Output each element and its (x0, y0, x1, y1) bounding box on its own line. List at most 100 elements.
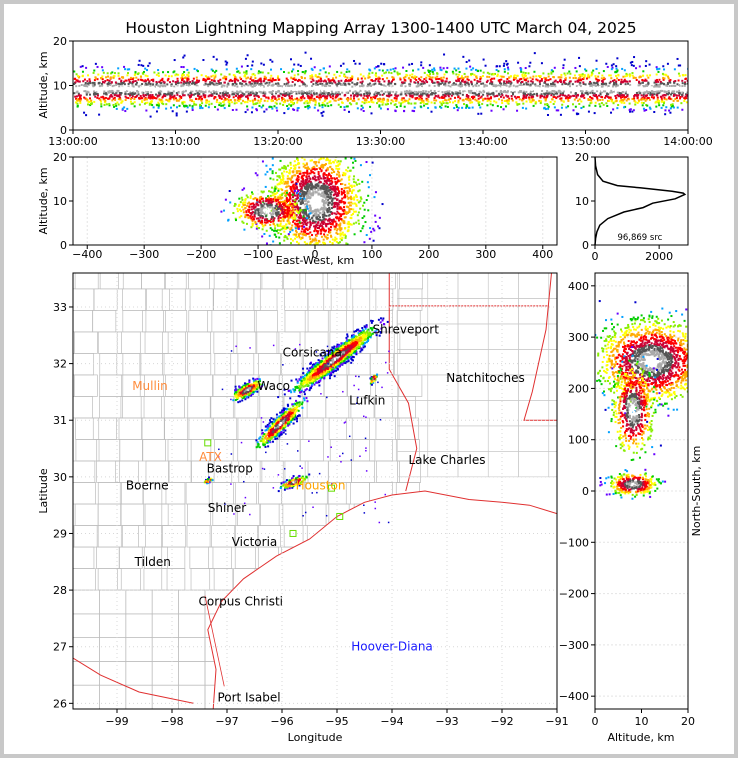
time-height-source (271, 77, 274, 80)
time-height-source (201, 102, 204, 105)
time-height-source (149, 86, 152, 89)
time-height-source (277, 94, 280, 97)
time-height-source (238, 94, 241, 97)
time-height-source (215, 58, 218, 61)
time-height-source (123, 65, 126, 68)
time-height-source (532, 99, 535, 102)
time-height-source (121, 100, 124, 103)
time-height-source (137, 90, 140, 93)
ew-source (313, 175, 316, 178)
time-height-source (668, 87, 671, 90)
ew-source (276, 126, 278, 128)
time-height-source (435, 99, 438, 102)
ew-source (309, 180, 312, 183)
time-height-source (372, 96, 375, 99)
time-height-source (387, 88, 390, 91)
time-height-source (225, 90, 228, 93)
time-height-source (503, 70, 506, 73)
time-height-source (113, 94, 116, 97)
time-height-source (674, 88, 677, 91)
time-height-source (262, 80, 265, 83)
time-height-source (315, 84, 318, 87)
time-height-source (411, 76, 414, 79)
time-height-source (631, 72, 634, 75)
time-height-source (411, 109, 414, 112)
time-height-source (323, 90, 326, 93)
time-height-source (659, 89, 662, 92)
time-height-source (491, 104, 494, 107)
time-height-source (105, 85, 108, 88)
time-height-source (111, 90, 114, 93)
time-height-source (636, 89, 639, 92)
ew-source (276, 175, 279, 178)
time-height-source (447, 84, 450, 87)
time-height-source (653, 81, 656, 84)
time-height-source (73, 92, 76, 95)
time-height-source (122, 88, 125, 91)
time-height-source (454, 96, 457, 99)
ew-source (319, 206, 322, 209)
ew-source (256, 174, 259, 177)
time-height-source (75, 87, 78, 90)
time-height-source (104, 92, 107, 95)
time-height-source (613, 79, 616, 82)
time-height-source (578, 102, 581, 105)
time-height-source (420, 80, 423, 83)
time-height-source (543, 93, 546, 96)
time-height-source (175, 98, 178, 101)
ew-source (256, 200, 259, 203)
time-height-source (673, 81, 676, 84)
time-height-source (399, 78, 402, 81)
ew-source (335, 240, 338, 243)
time-height-source (246, 94, 249, 97)
time-height-source (417, 68, 420, 71)
time-height-source (463, 80, 466, 83)
ew-source (323, 213, 326, 216)
ew-source (336, 202, 339, 205)
time-height-source (232, 74, 235, 77)
ew-source (283, 230, 286, 233)
time-height-source (287, 83, 290, 86)
time-height-source (502, 75, 505, 78)
time-height-source (457, 79, 460, 82)
time-height-source (199, 96, 202, 99)
time-height-source (494, 84, 497, 87)
ew-source (287, 216, 290, 219)
time-height-source (194, 97, 197, 100)
time-height-source (567, 105, 570, 108)
time-height-source (240, 91, 243, 94)
time-height-source (502, 86, 505, 89)
time-height-source (351, 76, 354, 79)
time-height-source (455, 88, 458, 91)
time-height-source (251, 60, 254, 63)
time-height-source (395, 105, 398, 108)
time-height-source (666, 86, 669, 89)
time-height-source (258, 101, 261, 104)
time-height-source (557, 88, 560, 91)
time-height-source (381, 103, 384, 106)
time-height-source (473, 88, 476, 91)
ew-source (317, 184, 320, 187)
time-height-source (144, 79, 147, 82)
ew-source (335, 188, 338, 191)
time-height-source (545, 83, 548, 86)
time-height-source (458, 77, 461, 80)
time-height-source (196, 94, 199, 97)
time-height-source (143, 98, 146, 101)
time-height-source (178, 98, 181, 101)
time-height-source (654, 85, 657, 88)
time-height-source (258, 90, 261, 93)
time-height-source (352, 92, 355, 95)
time-height-source (105, 103, 108, 106)
time-height-source (614, 81, 617, 84)
time-height-source (354, 88, 357, 91)
ew-source (330, 249, 332, 251)
time-height-source (555, 97, 558, 100)
time-height-source (170, 83, 173, 86)
time-height-source (473, 73, 476, 76)
time-height-source (287, 84, 290, 87)
time-height-source (230, 101, 233, 104)
time-height-source (378, 80, 381, 83)
time-height-source (551, 89, 554, 92)
time-height-source (361, 106, 364, 109)
